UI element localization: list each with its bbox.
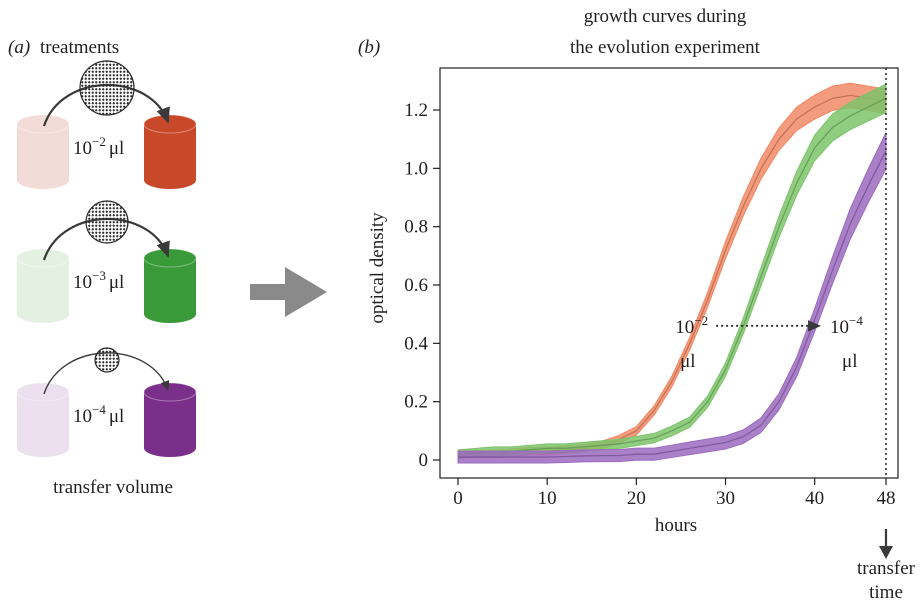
- transfer-volume-label: transfer volume: [53, 477, 173, 498]
- y-tick-label: 0.4: [404, 333, 428, 354]
- x-tick-label: 10: [538, 488, 557, 509]
- treatments-group: 10−2 μl 10−3 μl 10−4 μl: [17, 61, 196, 457]
- series-band: [458, 133, 886, 463]
- annotation-layer: 10−2 μl 10−4 μl: [675, 313, 863, 372]
- x-tick-label: 0: [453, 488, 463, 509]
- annotation-volume: 10−2: [675, 313, 708, 338]
- series-layer: [458, 83, 886, 463]
- cell-cluster-icon: [80, 61, 134, 115]
- y-tick-label: 1.0: [404, 158, 428, 179]
- annotation-unit: μl: [680, 351, 695, 372]
- cell-cluster-icon: [86, 201, 128, 243]
- x-tick-label: 48: [877, 488, 896, 509]
- transfer-label-line1: transfer: [857, 558, 916, 579]
- y-tick-label: 0: [419, 450, 429, 471]
- y-tick-label: 0.8: [404, 217, 428, 238]
- x-tick-label: 30: [716, 488, 735, 509]
- y-tick-label: 1.2: [404, 100, 428, 121]
- panel-b-title-line1: growth curves during: [584, 6, 747, 27]
- transfer-label-line2: time: [869, 582, 903, 603]
- panel-b-title-line2: the evolution experiment: [570, 37, 761, 58]
- annotation-unit: μl: [842, 351, 857, 372]
- source-tube: [17, 383, 69, 457]
- target-tube: [144, 249, 196, 323]
- transfer-volume-value: 10−2 μl: [73, 134, 124, 159]
- treatment-row: 10−3 μl: [17, 201, 196, 323]
- x-tick-label: 20: [627, 488, 646, 509]
- cell-cluster-icon: [95, 348, 119, 372]
- y-axis-label: optical density: [367, 212, 388, 324]
- panel-b-label: (b): [358, 37, 380, 58]
- transfer-time-marker: transfer time: [857, 529, 916, 603]
- x-tick-label: 40: [805, 488, 824, 509]
- transfer-volume-value: 10−4 μl: [73, 402, 124, 427]
- treatment-row: 10−2 μl: [17, 61, 196, 189]
- panel-a-title: treatments: [40, 37, 119, 58]
- target-tube: [144, 115, 196, 189]
- source-tube: [17, 115, 69, 189]
- big-arrow-icon: [250, 267, 327, 317]
- treatment-row: 10−4 μl: [17, 348, 196, 457]
- panel-a-label: (a): [8, 37, 30, 58]
- source-tube: [17, 249, 69, 323]
- transfer-volume-value: 10−3 μl: [73, 268, 124, 293]
- annotation-volume: 10−4: [830, 313, 863, 338]
- x-axis-label: hours: [655, 515, 697, 536]
- target-tube: [144, 383, 196, 457]
- y-tick-label: 0.6: [404, 275, 428, 296]
- y-tick-label: 0.2: [404, 392, 428, 413]
